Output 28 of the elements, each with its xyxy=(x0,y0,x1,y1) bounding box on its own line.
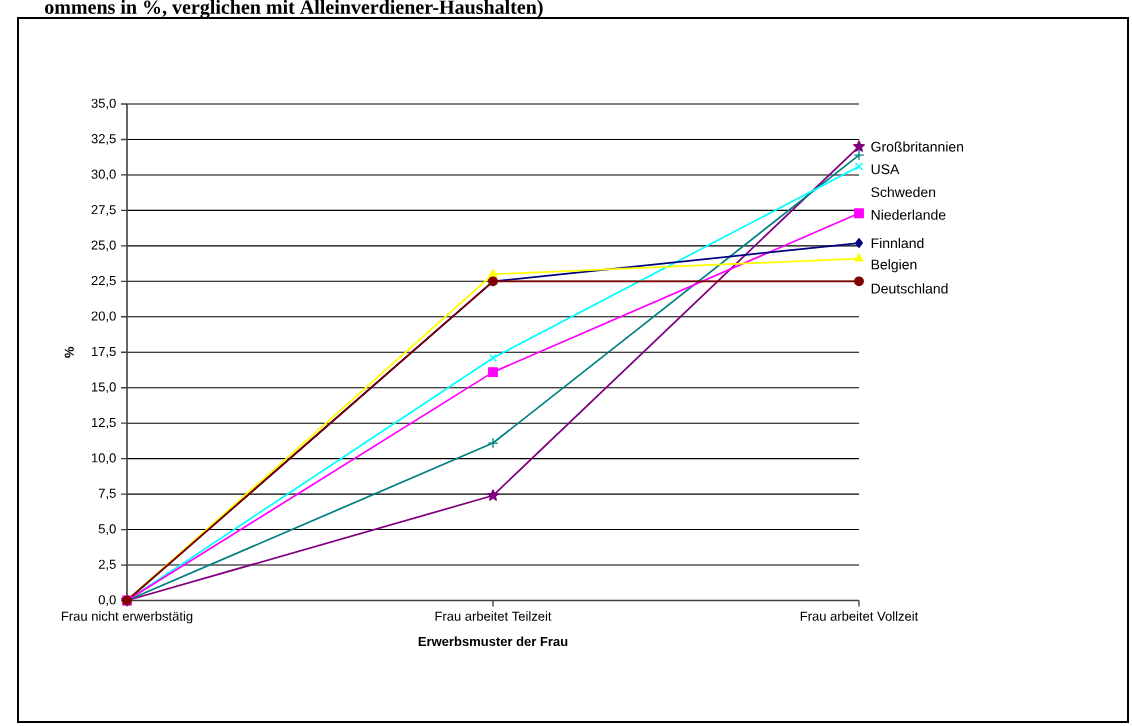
series-label: Niederlande xyxy=(871,209,946,220)
y-tick-label: 35,0 xyxy=(91,98,116,110)
y-axis-title: % xyxy=(64,346,74,358)
series-label: Belgien xyxy=(871,259,917,273)
y-tick-label: 2,5 xyxy=(98,559,116,571)
series-label: USA xyxy=(871,164,900,175)
y-tick-label: 25,0 xyxy=(91,240,116,252)
x-tick-label: Frau arbeitet Vollzeit xyxy=(800,611,919,621)
chart-title: ommens in %, verglichen mit Alleinverdiener-Haushalten) xyxy=(45,0,543,19)
x-tick-label: Frau arbeitet Teilzeit xyxy=(435,611,552,621)
y-tick-label: 7,5 xyxy=(98,488,116,500)
y-tick-label: 22,5 xyxy=(91,275,116,287)
y-tick-label: 20,0 xyxy=(91,311,116,323)
y-tick-label: 5,0 xyxy=(98,524,116,535)
x-tick-label: Frau nicht erwerbstätig xyxy=(61,611,193,624)
series-label: Finnland xyxy=(871,237,924,249)
y-tick-label: 30,0 xyxy=(91,169,116,181)
y-tick-label: 10,0 xyxy=(91,453,116,465)
x-axis-title: Erwerbsmuster der Frau xyxy=(418,636,568,647)
y-tick-label: 27,5 xyxy=(91,205,116,216)
y-tick-label: 17,5 xyxy=(91,346,116,358)
series-label: Schweden xyxy=(871,186,936,198)
series-label: Großbritannien xyxy=(871,141,964,152)
y-tick-label: 15,0 xyxy=(91,382,116,394)
y-tick-label: 0,0 xyxy=(98,595,116,606)
y-tick-label: 32,5 xyxy=(91,134,116,145)
series-label: Deutschland xyxy=(871,283,948,294)
y-tick-label: 12,5 xyxy=(91,417,116,429)
